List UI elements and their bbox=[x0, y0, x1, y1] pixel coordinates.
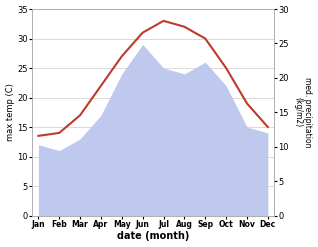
Y-axis label: med. precipitation
(kg/m2): med. precipitation (kg/m2) bbox=[293, 77, 313, 147]
X-axis label: date (month): date (month) bbox=[117, 231, 189, 242]
Y-axis label: max temp (C): max temp (C) bbox=[5, 83, 15, 141]
